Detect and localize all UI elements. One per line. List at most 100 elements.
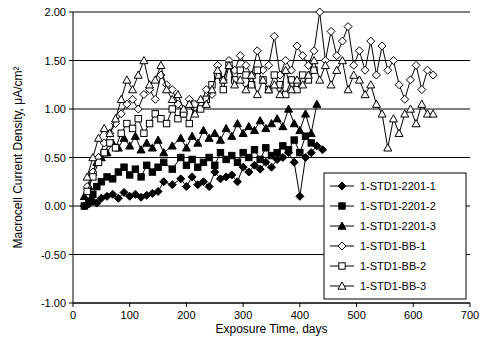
- point: [389, 57, 397, 65]
- point: [274, 149, 280, 155]
- x-tick-label: 600: [404, 309, 422, 321]
- point: [418, 100, 426, 107]
- point: [138, 174, 144, 180]
- point: [118, 130, 124, 136]
- point: [211, 129, 219, 136]
- point: [178, 154, 184, 160]
- y-tick: [69, 60, 73, 61]
- y-tick-label: 1.50: [45, 55, 66, 67]
- point: [177, 134, 185, 141]
- series: [80, 142, 326, 210]
- point: [228, 171, 236, 179]
- point: [361, 90, 369, 97]
- point: [333, 66, 341, 73]
- point: [296, 126, 304, 133]
- point: [256, 165, 264, 173]
- point: [265, 61, 273, 69]
- point: [228, 132, 236, 139]
- point: [256, 117, 264, 124]
- point: [157, 61, 165, 68]
- x-tick-label: 300: [234, 309, 252, 321]
- point: [250, 126, 258, 133]
- legend-label: 1-STD1-2201-3: [360, 220, 436, 232]
- point: [83, 173, 91, 180]
- point: [189, 156, 195, 162]
- point: [355, 76, 363, 83]
- legend: 1-STD1-2201-11-STD1-2201-21-STD1-2201-31…: [324, 173, 466, 299]
- point: [285, 147, 291, 153]
- point: [299, 81, 307, 88]
- point: [282, 57, 290, 65]
- point: [406, 105, 414, 112]
- point: [117, 110, 125, 118]
- legend-label: 1-STD1-2201-2: [360, 200, 436, 212]
- point: [279, 122, 287, 129]
- point: [293, 76, 301, 83]
- point: [338, 57, 346, 64]
- point: [101, 149, 107, 155]
- point: [304, 71, 312, 78]
- x-tick: [73, 303, 74, 307]
- y-axis: [73, 12, 74, 303]
- point: [188, 132, 196, 139]
- point: [276, 90, 284, 97]
- x-axis: [73, 303, 470, 304]
- point: [222, 124, 230, 131]
- point: [316, 76, 324, 83]
- point: [151, 76, 159, 83]
- point: [137, 146, 145, 153]
- point: [140, 57, 148, 64]
- point: [168, 142, 176, 149]
- y-tick-label: 0.50: [45, 152, 66, 164]
- point: [202, 100, 210, 107]
- x-tick-label: 0: [70, 309, 76, 321]
- point: [194, 139, 202, 146]
- point: [188, 173, 196, 181]
- point: [117, 95, 125, 102]
- point: [106, 129, 114, 136]
- y-tick-label: 1.00: [45, 103, 66, 115]
- point: [236, 52, 244, 60]
- point: [327, 81, 335, 88]
- point: [268, 163, 276, 171]
- point: [429, 110, 437, 117]
- point: [260, 77, 266, 83]
- point: [333, 52, 341, 60]
- point: [350, 61, 358, 69]
- point: [302, 110, 310, 117]
- point: [191, 110, 199, 117]
- point: [114, 194, 122, 202]
- point: [154, 136, 162, 143]
- legend-marker: [338, 242, 346, 250]
- series: [84, 62, 317, 195]
- series: [81, 133, 314, 209]
- y-tick-label: 0.00: [45, 200, 66, 212]
- point: [327, 27, 335, 35]
- point: [154, 187, 162, 195]
- x-tick: [243, 303, 244, 307]
- point: [163, 120, 169, 126]
- point: [245, 122, 253, 129]
- series: [83, 8, 437, 191]
- point: [134, 105, 142, 113]
- series-line: [84, 136, 311, 206]
- point: [236, 76, 244, 83]
- point: [169, 166, 175, 172]
- point: [246, 154, 252, 160]
- point: [418, 86, 426, 94]
- point: [144, 162, 150, 168]
- point: [199, 126, 207, 133]
- point: [307, 149, 315, 157]
- point: [263, 145, 269, 151]
- point: [161, 159, 167, 165]
- series-line: [84, 146, 322, 206]
- legend-marker: [338, 182, 346, 190]
- point: [253, 90, 261, 97]
- point: [233, 120, 241, 127]
- point: [350, 71, 358, 78]
- series-line: [87, 61, 433, 177]
- series: [83, 57, 437, 181]
- point: [367, 37, 375, 45]
- point: [248, 71, 256, 78]
- x-axis-label: Exposure Time, days: [215, 322, 327, 336]
